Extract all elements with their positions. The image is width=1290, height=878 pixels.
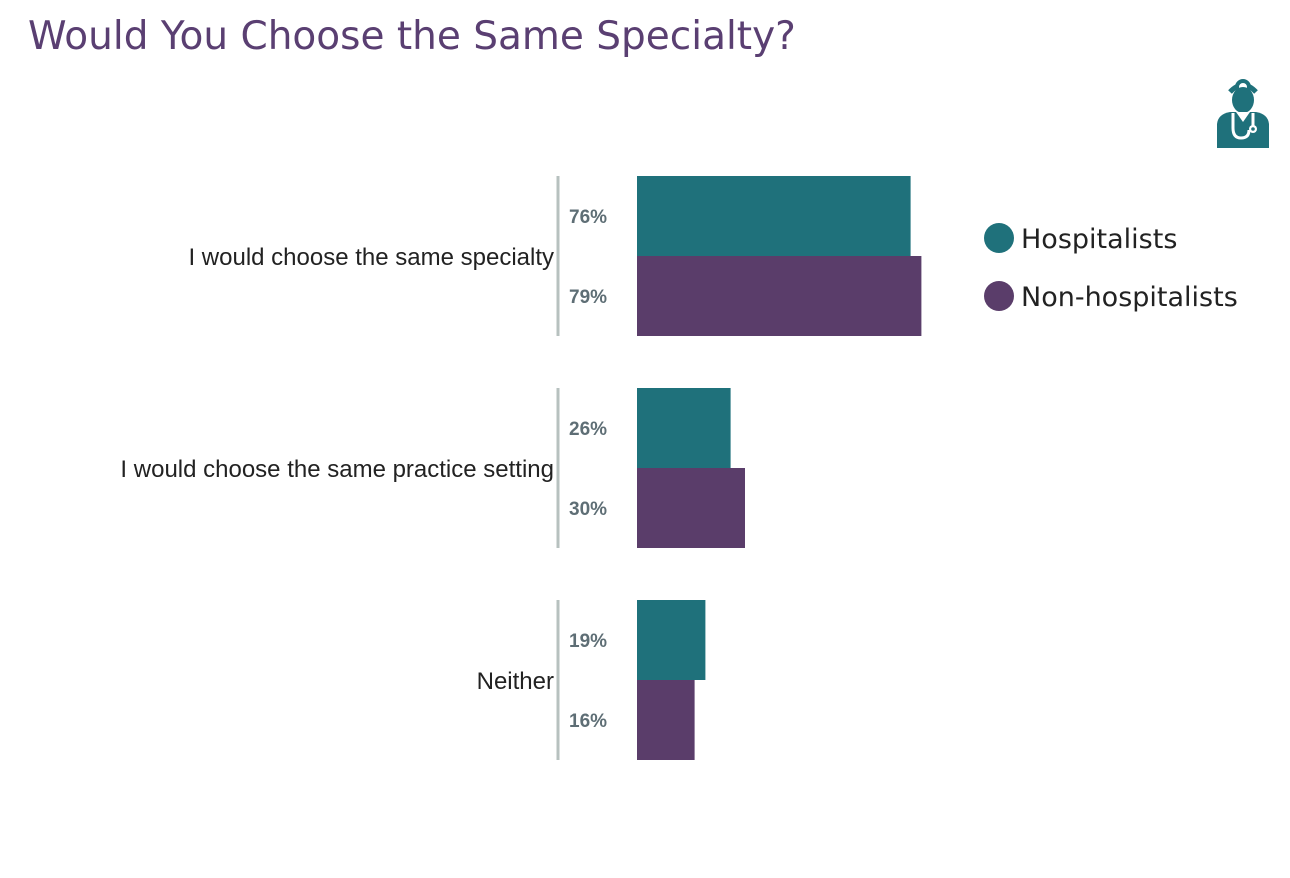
chart-title: Would You Choose the Same Specialty? [28,14,796,59]
bar-non-hospitalists [637,680,695,760]
value-label: 30% [569,499,607,520]
category-group: I would choose the same practice setting… [120,388,745,548]
category-group: Neither 19% 16% [477,600,706,760]
bar-non-hospitalists [637,468,745,548]
value-label: 79% [569,287,607,308]
legend-label: Non-hospitalists [1021,282,1238,313]
legend-marker [984,223,1014,253]
bar-hospitalists [637,388,731,468]
category-label: I would choose the same practice setting [120,456,554,483]
legend-label: Hospitalists [1021,224,1177,255]
bar-hospitalists [637,600,706,680]
doctor-stethoscope-icon [1217,79,1269,148]
category-label: Neither [477,668,554,695]
value-label: 76% [569,207,607,228]
value-label: 26% [569,419,607,440]
category-label: I would choose the same specialty [188,244,554,271]
bar-non-hospitalists [637,256,922,336]
value-label: 19% [569,631,607,652]
category-group: I would choose the same specialty 76% 79% [188,176,922,336]
legend-marker [984,281,1014,311]
legend: Hospitalists Non-hospitalists [984,223,1238,313]
value-label: 16% [569,711,607,732]
bar-hospitalists [637,176,911,256]
